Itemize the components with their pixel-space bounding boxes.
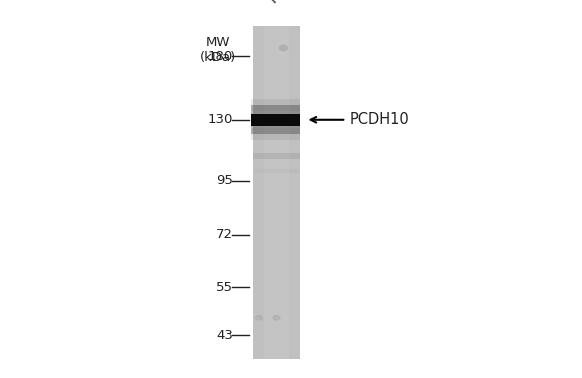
Bar	[251, 122, 300, 134]
Bar	[251, 105, 300, 117]
Bar	[253, 153, 300, 159]
Bar	[251, 114, 300, 126]
Bar	[254, 169, 299, 173]
Text: Mouse brain: Mouse brain	[268, 0, 335, 6]
Bar	[251, 99, 300, 111]
Text: PCDH10: PCDH10	[349, 112, 409, 127]
Bar	[253, 26, 300, 359]
Circle shape	[273, 316, 280, 320]
Text: 180: 180	[208, 50, 233, 63]
Text: 55: 55	[216, 280, 233, 294]
Bar	[251, 128, 300, 140]
Text: 72: 72	[216, 228, 233, 241]
Text: MW
(kDa): MW (kDa)	[200, 36, 236, 64]
Text: 130: 130	[207, 113, 233, 126]
Bar	[264, 26, 289, 359]
Circle shape	[255, 316, 262, 320]
Text: 43: 43	[216, 328, 233, 342]
Text: 95: 95	[216, 174, 233, 187]
Circle shape	[279, 45, 288, 51]
